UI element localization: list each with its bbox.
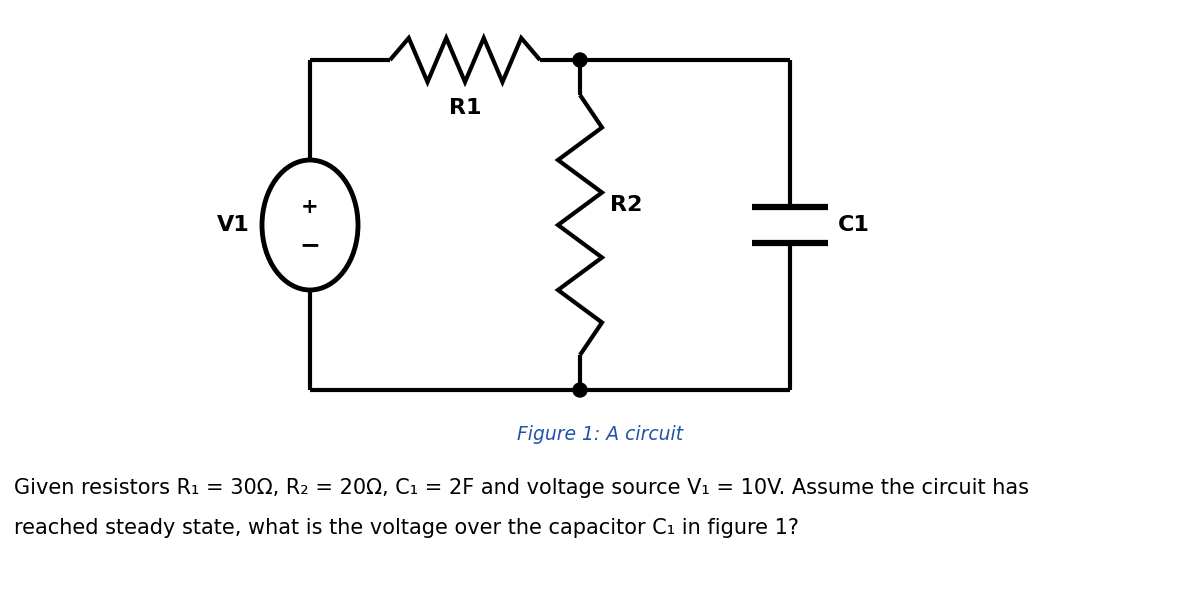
Text: Given resistors R₁ = 30Ω, R₂ = 20Ω, C₁ = 2F and voltage source V₁ = 10V. Assume : Given resistors R₁ = 30Ω, R₂ = 20Ω, C₁ =…	[14, 478, 1030, 498]
Text: C1: C1	[838, 215, 870, 235]
Text: Figure 1: A circuit: Figure 1: A circuit	[517, 426, 683, 445]
Circle shape	[574, 383, 587, 397]
Text: R1: R1	[449, 98, 481, 118]
Text: reached steady state, what is the voltage over the capacitor C₁ in figure 1?: reached steady state, what is the voltag…	[14, 518, 799, 538]
Text: −: −	[300, 233, 320, 257]
Text: V1: V1	[217, 215, 250, 235]
Text: R2: R2	[610, 195, 642, 215]
Text: +: +	[301, 197, 319, 217]
Circle shape	[574, 53, 587, 67]
